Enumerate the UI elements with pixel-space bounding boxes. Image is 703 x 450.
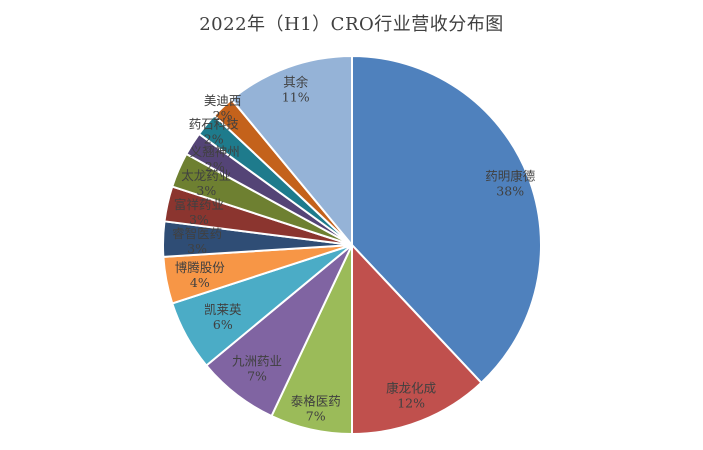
pie-slice-13 — [230, 55, 353, 246]
pie-slice-label-1: 药明康德 38% — [485, 168, 536, 198]
pie-slice-label-3: 泰格医药 7% — [291, 393, 341, 423]
pie-slice-label-4: 九洲药业 7% — [232, 354, 282, 384]
pie-slice-label-10: 义翘神州 2% — [190, 144, 240, 174]
pie-slice-label-13: 其余 11% — [282, 75, 310, 105]
pie-slice-label-12: 美迪西 2% — [204, 93, 242, 123]
pie-slice-label-11: 药石科技 2% — [189, 117, 240, 147]
pie-slice-label-7: 睿智医药 3% — [172, 226, 222, 256]
pie-slice-1 — [351, 55, 542, 384]
pie-slice-label-9: 太龙药业 3% — [181, 168, 231, 198]
pie-slice-label-2: 康龙化成 12% — [386, 380, 436, 410]
pie-slice-2 — [351, 244, 483, 435]
pie-slice-label-5: 凯莱英 6% — [204, 302, 242, 332]
pie-slice-label-6: 博腾股份 4% — [175, 260, 226, 290]
pie-slice-label-8: 富祥药业 3% — [174, 197, 224, 227]
chart-title: 2022年（H1）CRO行业营收分布图 — [199, 14, 504, 35]
